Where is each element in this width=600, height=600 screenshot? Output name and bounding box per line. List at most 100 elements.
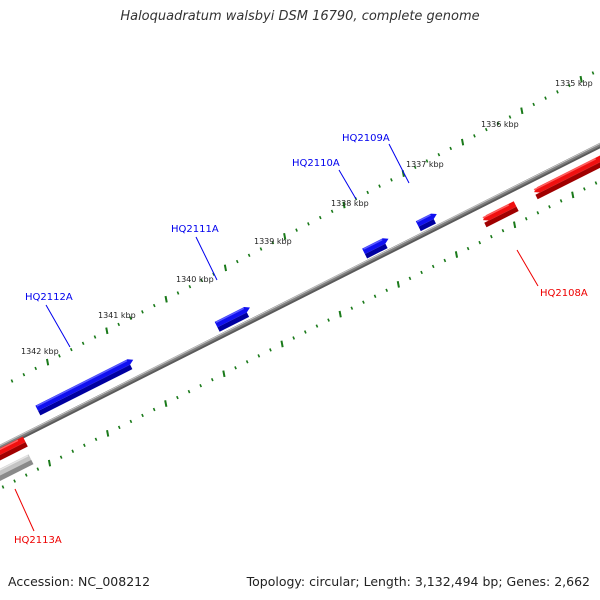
other-feature [0, 454, 34, 483]
backbone-line [0, 142, 600, 449]
major-tick [280, 340, 284, 348]
minor-tick [532, 102, 536, 107]
minor-tick [200, 278, 204, 283]
minor-tick [129, 316, 132, 320]
gene-leader-line [388, 143, 410, 184]
minor-tick [318, 215, 322, 220]
kbp-label: 1338 kbp [331, 199, 369, 208]
minor-tick [247, 253, 251, 258]
minor-tick [141, 310, 144, 314]
minor-tick [408, 276, 412, 281]
gene-leader-line [195, 236, 218, 281]
minor-tick [443, 258, 447, 263]
minor-tick [594, 181, 598, 185]
kbp-label: 1342 kbp [21, 347, 59, 356]
gene-label: HQ2113A [14, 535, 62, 546]
minor-tick [315, 324, 319, 328]
major-tick [579, 75, 583, 83]
minor-tick [449, 146, 453, 151]
minor-tick [58, 354, 61, 358]
minor-tick [548, 205, 551, 209]
minor-tick [437, 152, 441, 157]
minor-tick [484, 127, 488, 132]
gene-leader-line [338, 169, 357, 200]
major-tick [454, 251, 459, 258]
minor-tick [24, 473, 28, 477]
kbp-label: 1339 kbp [254, 237, 292, 246]
minor-tick [69, 347, 73, 352]
minor-tick [152, 303, 156, 308]
kbp-label: 1335 kbp [555, 79, 593, 88]
minor-tick [556, 90, 559, 94]
minor-tick [117, 425, 121, 430]
minor-tick [257, 354, 261, 358]
minor-tick [583, 187, 586, 191]
minor-tick [117, 322, 121, 327]
reverse-gene-feature [482, 201, 519, 228]
minor-tick [390, 178, 393, 182]
minor-tick [413, 165, 417, 170]
kbp-label: 1340 kbp [176, 275, 214, 284]
inner-tick-track [1, 181, 598, 489]
major-tick [223, 264, 228, 272]
gene-label: HQ2109A [342, 133, 390, 144]
minor-tick [36, 467, 40, 471]
minor-tick [544, 96, 547, 100]
minor-tick [34, 366, 38, 371]
gene-leader-line [45, 304, 71, 348]
backbone-highlight [0, 142, 600, 447]
major-tick [513, 221, 517, 229]
minor-tick [366, 190, 370, 195]
genome-backbone [0, 142, 600, 451]
gene-label: HQ2112A [25, 292, 73, 303]
minor-tick [22, 372, 26, 377]
minor-tick [94, 437, 98, 442]
minor-tick [466, 246, 470, 251]
minor-tick [473, 134, 476, 138]
minor-tick [591, 71, 595, 75]
minor-tick [199, 383, 203, 388]
minor-tick [235, 259, 239, 264]
kbp-label: 1336 kbp [481, 120, 519, 129]
map-title: Haloquadratum walsbyi DSM 16790, complet… [120, 9, 480, 24]
minor-tick [373, 294, 377, 298]
major-tick [164, 295, 168, 303]
major-tick [283, 233, 287, 240]
minor-tick [71, 449, 75, 453]
major-tick [396, 280, 400, 288]
minor-tick [152, 407, 156, 412]
major-tick [47, 459, 52, 467]
minor-tick [210, 377, 214, 382]
minor-tick [129, 419, 133, 424]
minor-tick [490, 234, 493, 239]
major-tick [106, 429, 110, 437]
gene-leader-line [14, 488, 35, 532]
minor-tick [362, 300, 365, 304]
minor-tick [501, 228, 505, 233]
major-tick [45, 358, 50, 366]
minor-tick [10, 379, 14, 383]
minor-tick [385, 288, 389, 293]
minor-tick [307, 222, 310, 226]
minor-tick [420, 270, 423, 275]
minor-tick [478, 240, 482, 245]
minor-tick [259, 247, 263, 251]
kbp-label: 1337 kbp [406, 160, 444, 169]
minor-tick [524, 217, 528, 221]
minor-tick [176, 291, 180, 295]
minor-tick [559, 199, 563, 203]
gene-leader-line [516, 249, 539, 287]
minor-tick [303, 330, 307, 334]
minor-tick [327, 318, 330, 322]
accession-text: Accession: NC_008212 [8, 574, 151, 589]
minor-tick [13, 479, 16, 483]
minor-tick [141, 413, 144, 418]
minor-tick [176, 395, 179, 400]
minor-tick [81, 341, 85, 346]
gene-label: HQ2108A [540, 288, 588, 299]
minor-tick [245, 360, 249, 364]
minor-tick [425, 159, 429, 163]
minor-tick [496, 121, 500, 126]
forward-gene-feature [214, 307, 250, 332]
